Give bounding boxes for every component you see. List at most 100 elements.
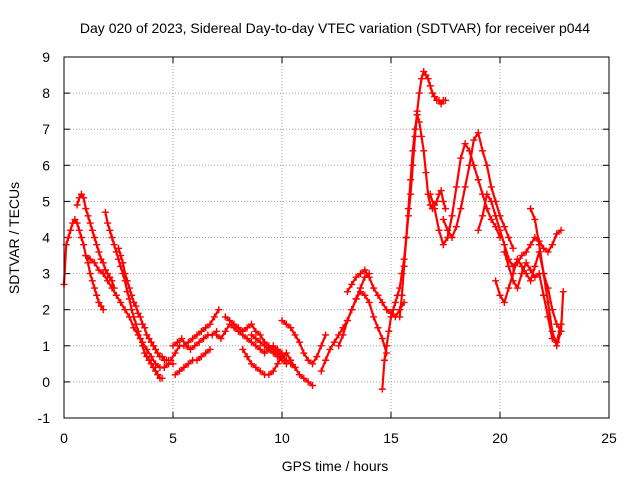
- data-point: [400, 262, 408, 270]
- plot-series: [60, 67, 567, 393]
- data-point: [265, 371, 273, 379]
- data-point: [378, 385, 386, 393]
- data-point: [313, 353, 321, 361]
- data-point: [173, 338, 181, 346]
- data-point: [217, 335, 225, 343]
- data-point: [522, 259, 530, 267]
- data-point: [189, 335, 197, 343]
- series-track-20: [439, 129, 517, 252]
- data-point: [535, 270, 543, 278]
- data-point: [121, 270, 129, 278]
- data-point: [152, 367, 160, 375]
- data-point: [234, 324, 242, 332]
- data-point: [317, 367, 325, 375]
- data-point: [422, 169, 430, 177]
- series-track-15: [335, 288, 391, 357]
- x-tick-label: 25: [601, 430, 617, 446]
- data-point: [104, 219, 112, 227]
- data-point: [73, 219, 81, 227]
- data-point: [123, 277, 131, 285]
- data-point: [415, 118, 423, 126]
- data-point: [132, 320, 140, 328]
- data-point: [352, 295, 360, 303]
- data-point: [197, 353, 205, 361]
- data-point: [378, 335, 386, 343]
- data-point: [505, 284, 513, 292]
- data-point: [97, 302, 105, 310]
- data-point: [213, 331, 221, 339]
- data-point: [115, 244, 122, 252]
- series-track-6: [167, 306, 223, 364]
- data-point: [380, 356, 388, 364]
- data-point: [138, 338, 146, 346]
- data-point: [505, 234, 513, 241]
- data-point: [101, 266, 109, 274]
- data-point: [365, 298, 373, 306]
- data-point: [182, 342, 190, 350]
- data-point: [418, 132, 426, 140]
- data-point: [426, 82, 434, 90]
- data-point: [518, 252, 526, 260]
- series-track-14: [317, 270, 373, 375]
- data-point: [540, 291, 548, 299]
- data-point: [500, 241, 508, 249]
- x-tick-label: 15: [383, 430, 399, 446]
- data-point: [80, 241, 88, 249]
- data-point: [145, 335, 153, 343]
- data-point: [82, 252, 90, 260]
- data-point: [448, 212, 456, 220]
- data-point: [247, 360, 255, 368]
- plot-frame: [63, 56, 610, 419]
- x-tick-label: 10: [274, 430, 290, 446]
- data-point: [130, 298, 138, 306]
- data-point: [522, 248, 530, 256]
- series-track-21: [474, 190, 565, 270]
- data-point: [191, 342, 199, 350]
- data-point: [193, 331, 201, 339]
- data-point: [348, 306, 356, 314]
- data-point: [402, 234, 410, 241]
- data-point: [169, 360, 177, 368]
- data-point: [210, 313, 218, 321]
- series-track-8: [171, 345, 214, 379]
- data-point: [479, 212, 487, 220]
- data-point: [505, 262, 513, 270]
- data-point: [439, 197, 447, 205]
- data-point: [420, 147, 428, 155]
- data-point: [424, 75, 432, 83]
- data-point: [128, 306, 136, 314]
- data-point: [91, 284, 99, 292]
- x-tick-label: 20: [492, 430, 508, 446]
- y-axis-label: SDTVAR / TECUs: [6, 182, 22, 294]
- y-tick-label: -1: [38, 410, 51, 426]
- data-point: [409, 147, 417, 155]
- data-point: [221, 313, 229, 321]
- data-point: [435, 190, 443, 198]
- data-point: [339, 331, 347, 339]
- data-point: [322, 331, 330, 339]
- data-point: [465, 161, 473, 169]
- data-point: [88, 277, 96, 285]
- data-point: [93, 291, 101, 299]
- data-point: [77, 190, 85, 198]
- data-point: [95, 248, 103, 256]
- data-point: [252, 335, 260, 343]
- data-point: [557, 226, 565, 234]
- data-point: [261, 342, 269, 350]
- data-point: [247, 320, 255, 328]
- data-point: [121, 306, 129, 314]
- data-point: [106, 273, 114, 281]
- data-point: [138, 320, 146, 328]
- data-point: [398, 291, 406, 299]
- data-point: [442, 96, 449, 104]
- data-point: [230, 320, 238, 328]
- data-point: [356, 288, 364, 296]
- data-point: [154, 349, 162, 357]
- data-point: [195, 338, 203, 346]
- data-point: [134, 309, 142, 317]
- data-point: [431, 205, 439, 213]
- data-point: [431, 93, 439, 101]
- data-point: [483, 161, 491, 169]
- data-point: [117, 252, 125, 260]
